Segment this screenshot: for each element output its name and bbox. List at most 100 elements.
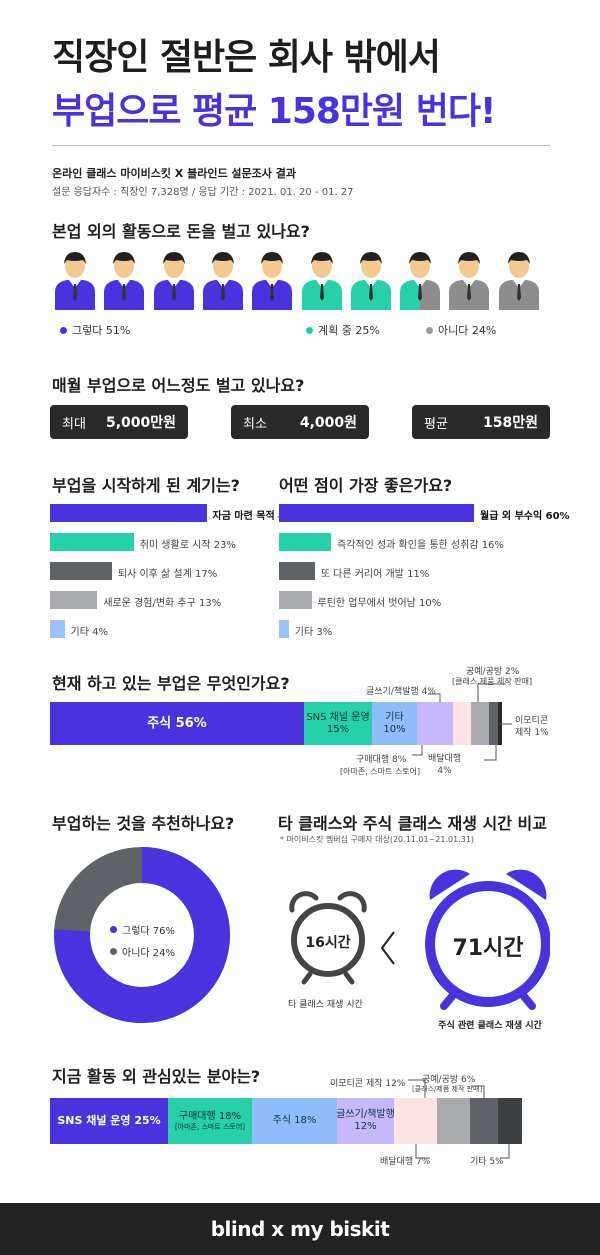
divider [52,145,550,146]
person-icon [153,252,194,310]
q3-title: 부업을 시작하게 된 계기는? [52,476,240,495]
ann-delivery: 배달대행 4% [428,754,462,776]
seg-craft [489,702,498,745]
pill-value: 5,000만원 [105,415,176,431]
ann-purchase: 구매대행 8% [356,755,407,765]
brand-footer: blind x my biskit [0,1203,600,1255]
avg-pill: 평균 158만원 [412,405,550,439]
seg-sns: SNS 채널 운영 25% [50,1098,168,1144]
ann-craft-sub-2: [클래스/제품 제작 판매] [412,1085,483,1093]
person-icon [301,252,342,310]
ann-writing: 글쓰기/책발행 4% [366,687,436,697]
seg-delivery [471,702,489,745]
ann-emoticon-2: 이모티콘 제작 12% [330,1079,406,1089]
person-icon [350,252,391,310]
legend-label: 그렇다 76% [122,926,176,937]
seg-purchase-label: 구매대행 18% [178,1110,242,1122]
person-icon [252,252,293,310]
big-alarm-clock-icon [425,869,550,1010]
small-clock-value: 16시간 [305,935,351,951]
seg-delivery [437,1098,470,1144]
alarm-clocks [289,869,550,1010]
seg-craft [470,1098,498,1144]
q7-note: * 마이비스킷 멤버십 구매자 대상(20.11.01~21.01.31) [280,835,475,844]
pill-label: 최소 [243,416,267,432]
reason-bar [50,620,65,638]
q4-title: 어떤 점이 가장 좋은가요? [279,476,453,495]
donut-legend-no: 아니다 24% [110,944,175,959]
benefit-label: 루틴한 업무에서 벗어남 10% [317,598,442,609]
small-clock-label: 타 클래스 재생 시간 [288,1000,363,1010]
benefit-bar [279,591,312,609]
reason-bar [50,504,207,522]
ann-craft-2: 공예/공방 6% [422,1075,476,1085]
ann-etc-2: 기타 5% [470,1157,504,1167]
person-icon [449,252,490,310]
reason-bar [50,562,112,580]
benefit-label: 기타 3% [294,627,333,638]
seg-purchase-sub: [아마존, 스마트 스토어] [174,1122,246,1131]
seg-purchase [417,702,453,745]
reason-bar [50,591,98,609]
survey-meta: 설문 응답자수 : 직장인 7,328명 / 응답 기간 : 2021. 01.… [52,187,354,198]
legend-dot-icon [60,326,67,334]
q2-title: 매월 부업으로 어느정도 벌고 있나요? [52,376,305,395]
person-icon [104,252,145,310]
benefit-bar [279,562,315,580]
pill-value: 4,000원 [299,415,357,431]
interest-bar: SNS 채널 운영 25% 구매대행 18% [아마존, 스마트 스토어] 주식… [50,1098,522,1144]
seg-writing [453,702,471,745]
donut-legend-yes: 그렇다 76% [110,922,175,937]
small-alarm-clock-icon [289,891,367,985]
pill-label: 최대 [62,416,86,432]
ann-delivery-2: 배달대행 7% [380,1157,431,1167]
legend-label: 그렇다 51% [72,324,131,337]
legend-dot-icon [426,326,433,334]
seg-etc [498,1098,522,1144]
legend-dot-icon [110,926,117,933]
headline-line1: 직장인 절반은 회사 밖에서 [52,37,441,78]
current-side-job-bar: 주식 56% SNS 채널 운영 15% 기타 10% [50,702,502,745]
legend-planning: 계획 중 25% [306,322,380,338]
legend-label: 아니다 24% [122,948,176,959]
legend-dot-icon [306,326,313,334]
ann-craft: 공예/공방 2% [466,667,520,677]
benefit-label: 즉각적인 성과 확인을 통한 성취감 16% [337,540,504,551]
pill-value: 158만원 [483,415,538,431]
q8-title: 지금 활동 외 관심있는 분야는? [52,1067,261,1086]
q6-title: 부업하는 것을 추천하나요? [52,814,235,833]
max-pill: 최대 5,000만원 [50,405,188,439]
ann-emoticon: 이모티콘 제작 1% [515,716,549,738]
benefit-bar [279,504,474,522]
big-clock-value: 71시간 [452,936,524,961]
seg-purchase: 구매대행 18% [아마존, 스마트 스토어] [168,1098,252,1144]
reason-label: 퇴사 이후 삶 설계 17% [117,569,218,580]
benefit-bar [279,620,289,638]
seg-etc: 기타 10% [372,702,417,745]
person-icon [55,252,95,310]
person-icon [202,252,243,310]
q5-title: 현재 하고 있는 부업은 무엇인가요? [52,674,290,693]
person-icon [498,252,539,310]
seg-emoticon [394,1098,437,1144]
donut-yes-slice [54,847,230,1023]
legend-dot-icon [110,948,117,955]
reason-label: 취미 생활로 시작 23% [139,540,236,551]
q1-title: 본업 외의 활동으로 돈을 벌고 있나요? [52,222,310,241]
ann-purchase-sub: [아마존, 스마트 스토어] [340,767,421,776]
seg-stock: 주식 18% [252,1098,337,1144]
survey-title: 온라인 클래스 마이비스킷 X 블라인드 설문조사 결과 [52,167,296,180]
seg-writing: 글쓰기/책발행 12% [336,1098,395,1144]
big-clock-label: 주식 관련 클래스 재생 시간 [438,1021,542,1031]
pill-label: 평균 [424,416,448,432]
reason-label: 자금 마련 목적 43% [212,511,303,522]
reason-bar [50,533,134,551]
reason-label: 기타 4% [70,627,108,638]
benefit-bar [279,533,331,551]
legend-label: 계획 중 25% [318,324,380,337]
legend-label: 아니다 24% [438,324,497,337]
benefit-label: 또 다른 커리어 개발 11% [320,569,430,580]
legend-no: 아니다 24% [426,322,496,338]
recommend-donut [54,847,230,1023]
